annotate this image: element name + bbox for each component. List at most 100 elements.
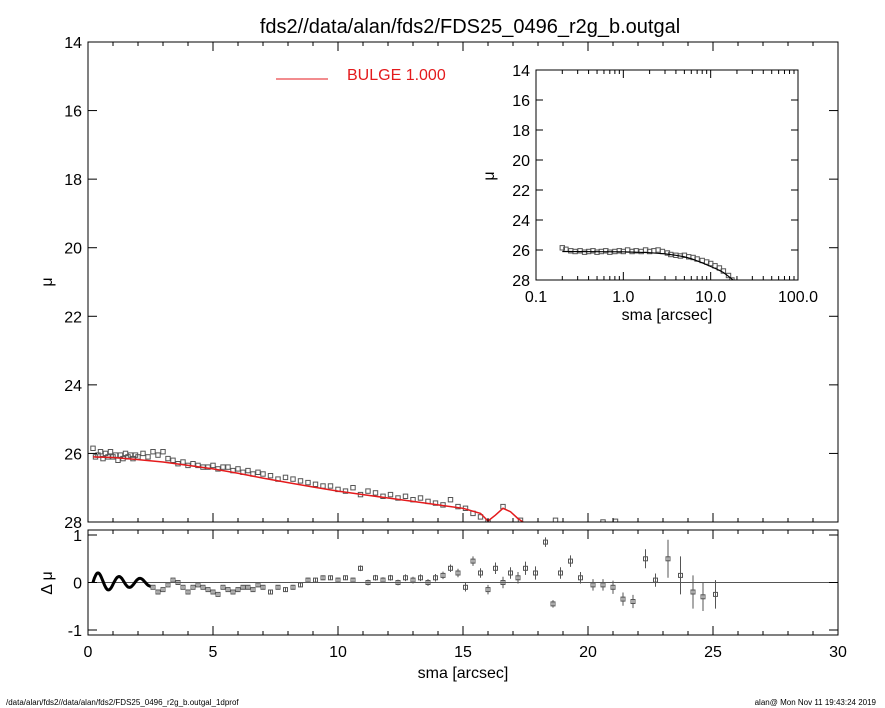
inner-residual-band <box>91 571 151 592</box>
main-y-ticks: 14 16 18 20 22 24 26 28 <box>64 35 838 532</box>
residual-point <box>165 582 171 588</box>
residual-point <box>403 575 408 581</box>
residual-point <box>395 580 401 585</box>
inset-x-tick-label: 0.1 <box>525 289 547 306</box>
inset-y-tick-label: 16 <box>512 93 530 110</box>
data-point <box>267 473 274 479</box>
residual-point <box>550 601 556 607</box>
residual-point <box>373 575 378 581</box>
residual-point <box>500 580 506 585</box>
data-point <box>260 471 266 477</box>
y-tick-label: 24 <box>64 378 82 395</box>
residual-point <box>220 584 226 590</box>
data-point <box>320 483 326 489</box>
residual-point <box>200 584 206 590</box>
residual-point <box>175 580 181 585</box>
data-point <box>145 454 151 460</box>
data-point <box>282 474 289 481</box>
residual-point <box>568 558 573 564</box>
inset-y-tick-label: 18 <box>512 123 530 140</box>
residual-panel: -101 0 5 10 15 20 25 30 Δ μ sma [arcsec] <box>39 528 847 682</box>
y-tick-label: 20 <box>64 241 82 258</box>
residual-point <box>448 565 453 571</box>
residual-point <box>470 558 476 564</box>
residual-point <box>478 570 483 576</box>
residual-point <box>543 539 548 545</box>
residual-point <box>185 589 191 595</box>
residual-point <box>590 582 596 588</box>
data-point <box>612 518 619 522</box>
inset-y-label: μ <box>481 171 498 180</box>
residual-point <box>388 575 393 581</box>
inset-x-label: sma [arcsec] <box>622 307 713 324</box>
data-point <box>305 479 311 486</box>
data-point <box>255 469 261 476</box>
inset-plot-marks <box>559 245 735 280</box>
residual-point <box>235 587 241 593</box>
residual-point <box>328 575 333 581</box>
residual-x-tick-label: 0 <box>84 644 93 661</box>
residual-point <box>485 587 491 593</box>
residual-point <box>653 577 658 583</box>
y-tick-label: 14 <box>64 35 82 52</box>
data-point <box>195 462 201 469</box>
data-point <box>387 491 394 498</box>
inset-data-point <box>725 272 732 279</box>
data-point <box>155 452 161 458</box>
inset-x-tick-label: 1.0 <box>612 289 634 306</box>
residual-point <box>313 577 318 583</box>
residual-x-tick-label: 5 <box>209 644 218 661</box>
residual-point <box>170 577 176 583</box>
inset-data-point <box>633 248 639 254</box>
residual-point <box>195 582 201 588</box>
data-point <box>107 449 114 455</box>
residual-point <box>523 565 528 571</box>
inset-y-tick-label: 14 <box>512 63 530 80</box>
residual-point <box>225 587 231 593</box>
residual-y-tick-label: 1 <box>73 528 82 545</box>
residual-point <box>433 575 438 581</box>
residual-point <box>630 599 636 604</box>
residual-x-label: sma [arcsec] <box>418 665 509 682</box>
inset-y-tick-label: 24 <box>512 213 530 230</box>
inset-y-tick-label: 26 <box>512 243 530 260</box>
residual-point <box>533 570 538 576</box>
residual-point <box>515 575 521 581</box>
residual-point <box>240 584 246 590</box>
residual-point <box>418 575 423 581</box>
inset-x-tick-label: 100.0 <box>778 289 818 306</box>
residual-point <box>713 591 718 597</box>
residual-point <box>380 577 386 583</box>
data-point <box>210 462 216 469</box>
residual-point <box>508 570 513 576</box>
residual-point <box>155 589 161 595</box>
data-point <box>90 445 96 452</box>
bulge-model-line <box>92 456 525 522</box>
residual-point <box>440 572 446 578</box>
main-plot-marks <box>90 445 619 522</box>
residual-point <box>455 570 461 576</box>
data-point <box>395 495 401 501</box>
data-point <box>180 459 186 465</box>
residual-point <box>493 565 498 571</box>
residual-point <box>210 589 216 595</box>
residual-point <box>678 572 683 578</box>
residual-x-ticks: 0 5 10 15 20 25 30 <box>84 530 847 661</box>
inset-y-tick-label: 28 <box>512 273 530 290</box>
residual-point <box>275 584 281 590</box>
residual-point <box>190 584 196 590</box>
residual-point <box>180 584 186 590</box>
inset-panel: 14 16 18 20 22 24 26 28 0.1 1.0 10.0 100.0 μ sma [… <box>481 63 818 324</box>
data-point <box>245 467 251 474</box>
footer-right: alan@ Mon Nov 11 19:43:24 2019 <box>755 698 877 707</box>
data-point <box>552 517 559 522</box>
data-point <box>477 514 484 520</box>
inset-model-line <box>562 250 734 280</box>
residual-point <box>690 589 696 595</box>
data-point <box>150 449 156 455</box>
data-point <box>225 464 231 470</box>
residual-point <box>268 589 273 595</box>
residual-plot-marks <box>88 537 838 611</box>
data-point <box>170 457 176 464</box>
